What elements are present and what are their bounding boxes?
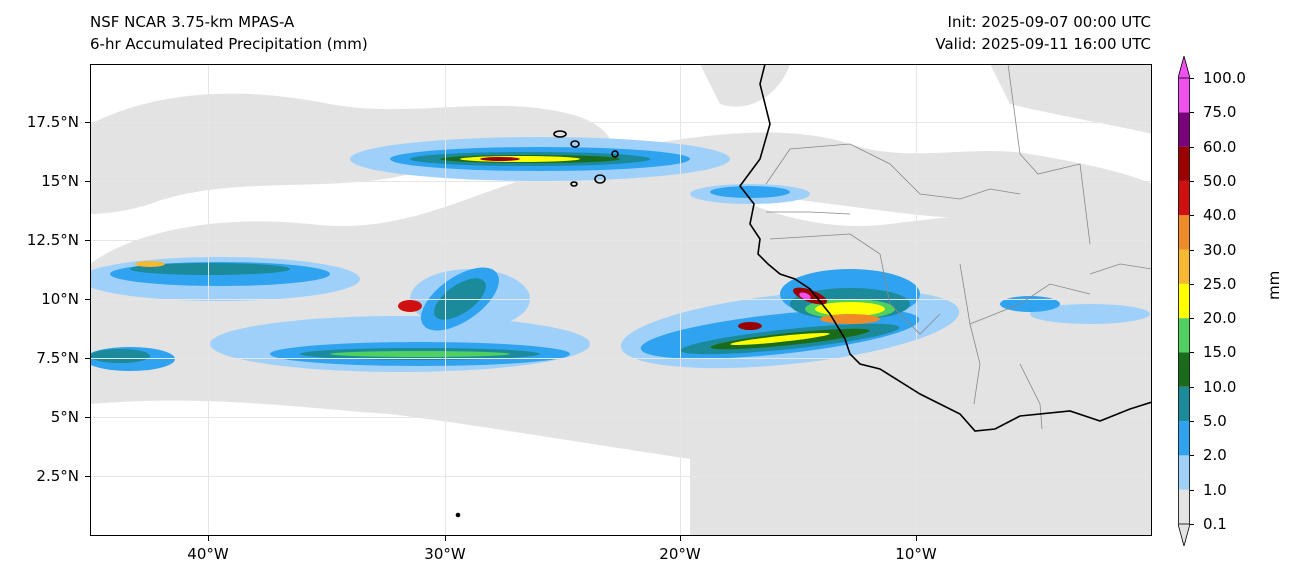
colorbar-tick bbox=[1190, 421, 1194, 423]
colorbar-tick bbox=[1190, 180, 1194, 182]
colorbar-level-label: 10.0 bbox=[1203, 377, 1237, 396]
colorbar-tick bbox=[1190, 352, 1194, 354]
precipitation-map bbox=[90, 64, 1152, 536]
colorbar-bin bbox=[1178, 421, 1190, 456]
colorbar-level-label: 5.0 bbox=[1203, 412, 1227, 431]
lat-tick bbox=[85, 240, 90, 241]
lat-tick bbox=[85, 476, 90, 477]
colorbar-level-label: 50.0 bbox=[1203, 171, 1237, 190]
colorbar-tick bbox=[1190, 318, 1194, 320]
colorbar-level-label: 25.0 bbox=[1203, 274, 1237, 293]
colorbar-bin bbox=[1178, 352, 1190, 387]
colorbar-bin bbox=[1178, 283, 1190, 319]
lat-label: 5°N bbox=[50, 408, 79, 426]
lat-tick bbox=[85, 417, 90, 418]
colorbar-level-label: 100.0 bbox=[1203, 69, 1246, 87]
coastline bbox=[455, 64, 1152, 518]
colorbar-tick bbox=[1190, 524, 1194, 525]
lat-tick bbox=[85, 299, 90, 300]
graticule bbox=[90, 64, 1152, 536]
colorbar-level-label: 60.0 bbox=[1203, 137, 1237, 156]
lon-tick bbox=[916, 536, 917, 541]
lat-label: 17.5°N bbox=[26, 113, 79, 131]
lon-label: 10°W bbox=[895, 545, 937, 563]
colorbar-bin bbox=[1178, 180, 1190, 216]
colorbar-tick bbox=[1190, 78, 1194, 79]
colorbar-level-label: 15.0 bbox=[1203, 343, 1237, 362]
colorbar bbox=[1178, 56, 1190, 546]
colorbar-bottom-arrow bbox=[1178, 523, 1190, 546]
lat-tick bbox=[85, 181, 90, 182]
field-title: 6-hr Accumulated Precipitation (mm) bbox=[90, 35, 368, 53]
colorbar-tick bbox=[1190, 112, 1194, 114]
lat-label: 2.5°N bbox=[36, 467, 79, 485]
lon-tick bbox=[445, 536, 446, 541]
colorbar-level-label: 0.1 bbox=[1203, 515, 1227, 533]
colorbar-unit: mm bbox=[1265, 270, 1283, 300]
colorbar-tick bbox=[1190, 489, 1194, 491]
colorbar-tick bbox=[1190, 146, 1194, 148]
colorbar-tick bbox=[1190, 283, 1194, 285]
colorbar-bin bbox=[1178, 112, 1190, 147]
colorbar-tick bbox=[1190, 215, 1194, 217]
colorbar-bin bbox=[1178, 146, 1190, 181]
colorbar-level-label: 20.0 bbox=[1203, 309, 1237, 328]
lat-label: 10°N bbox=[41, 290, 79, 308]
lat-tick bbox=[85, 358, 90, 359]
lat-tick bbox=[85, 122, 90, 123]
colorbar-level-label: 75.0 bbox=[1203, 103, 1237, 122]
colorbar-tick bbox=[1190, 249, 1194, 251]
lon-label: 30°W bbox=[424, 545, 466, 563]
country-borders bbox=[765, 64, 1152, 430]
colorbar-bin bbox=[1178, 78, 1190, 113]
init-time: Init: 2025-09-07 00:00 UTC bbox=[947, 13, 1151, 31]
lat-label: 12.5°N bbox=[26, 231, 79, 249]
lon-tick bbox=[680, 536, 681, 541]
colorbar-bin bbox=[1178, 318, 1190, 353]
colorbar-bin bbox=[1178, 489, 1190, 524]
valid-time: Valid: 2025-09-11 16:00 UTC bbox=[935, 35, 1151, 53]
lat-label: 15°N bbox=[41, 172, 79, 190]
colorbar-outline bbox=[1178, 77, 1190, 525]
colorbar-tick bbox=[1190, 386, 1194, 388]
lon-label: 40°W bbox=[187, 545, 229, 563]
colorbar-top-arrow bbox=[1178, 56, 1190, 79]
colorbar-bin bbox=[1178, 455, 1190, 490]
colorbar-level-label: 2.0 bbox=[1203, 446, 1227, 465]
colorbar-bin bbox=[1178, 215, 1190, 250]
colorbar-level-label: 40.0 bbox=[1203, 206, 1237, 225]
map-canvas bbox=[90, 64, 1152, 536]
colorbar-bin bbox=[1178, 249, 1190, 284]
colorbar-tick bbox=[1190, 455, 1194, 457]
lat-label: 7.5°N bbox=[36, 349, 79, 367]
colorbar-level-label: 30.0 bbox=[1203, 240, 1237, 259]
colorbar-bin bbox=[1178, 386, 1190, 422]
lon-tick bbox=[208, 536, 209, 541]
model-title: NSF NCAR 3.75-km MPAS-A bbox=[90, 13, 295, 31]
lon-label: 20°W bbox=[659, 545, 701, 563]
colorbar-level-label: 1.0 bbox=[1203, 480, 1227, 499]
precip-trace-layer bbox=[90, 64, 1152, 536]
